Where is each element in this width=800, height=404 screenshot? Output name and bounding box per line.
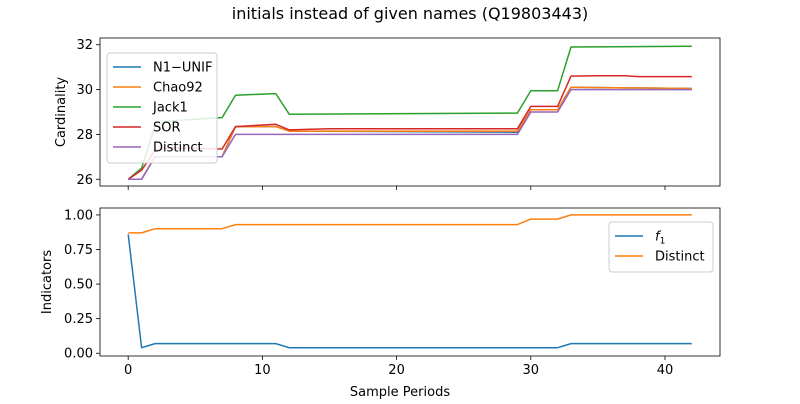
y-tick-label: 28 xyxy=(76,128,93,143)
legend: f1 Distinct xyxy=(608,221,714,273)
legend-box xyxy=(106,52,218,164)
y-tick-label: 0.25 xyxy=(64,312,93,327)
legend-label: Distinct xyxy=(153,141,203,156)
legend-box xyxy=(608,221,714,273)
x-axis-label: Sample Periods xyxy=(350,385,450,400)
axes-frame xyxy=(99,207,721,357)
legend-label: Chao92 xyxy=(153,81,203,96)
x-tick-label: 0 xyxy=(124,363,132,378)
series-line-f1 xyxy=(127,234,692,349)
series-line-distinct xyxy=(128,214,692,234)
legend: N1−UNIF Chao92 Jack1 SOR Distinct xyxy=(106,52,218,164)
legend-label: Distinct xyxy=(655,250,705,265)
series-line-distinct xyxy=(128,88,692,181)
axes-frame xyxy=(99,37,721,187)
legend-label: Jack1 xyxy=(152,101,188,116)
legend-label: N1−UNIF xyxy=(153,61,212,76)
legend-label: f1 xyxy=(655,230,665,247)
y-tick-label: 26 xyxy=(76,173,93,188)
y-tick-label: 0.75 xyxy=(64,243,93,258)
x-tick-label: 20 xyxy=(388,363,405,378)
x-tick-label: 30 xyxy=(523,363,540,378)
indicators-panel: 0.00 0.25 0.50 0.75 1.00 0 10 20 30 40 Indicators S… xyxy=(40,207,721,400)
x-tick-label: 40 xyxy=(657,363,674,378)
y-tick-label: 0.50 xyxy=(64,278,93,293)
x-tick-label: 10 xyxy=(254,363,271,378)
y-axis-label: Cardinality xyxy=(54,77,69,148)
y-tick-label: 30 xyxy=(76,83,93,98)
y-tick-label: 32 xyxy=(76,38,93,53)
cardinality-panel: 26 28 30 32 Cardinality N1−UNIF Chao92 Jack1 SOR… xyxy=(54,37,721,190)
y-axis-label: Indicators xyxy=(40,250,55,314)
y-tick-label: 0.00 xyxy=(64,347,93,362)
legend-label: SOR xyxy=(153,121,181,136)
y-tick-label: 1.00 xyxy=(64,208,93,223)
figure-title: initials instead of given names (Q198034… xyxy=(232,4,588,23)
